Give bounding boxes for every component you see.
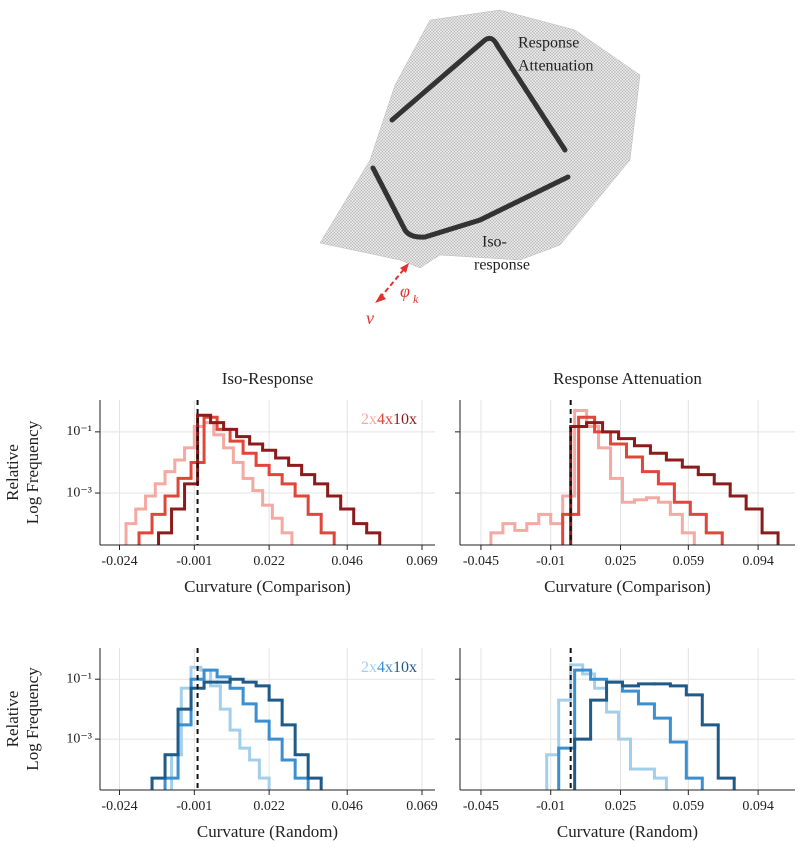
legend-entry: 10x bbox=[393, 411, 417, 428]
x-tick-label: 0.022 bbox=[253, 554, 285, 569]
legend-entry: 4x bbox=[377, 659, 393, 676]
label: Response bbox=[518, 35, 579, 52]
x-tick-label: -0.001 bbox=[176, 554, 212, 569]
x-tick-label: 0.069 bbox=[406, 799, 438, 814]
y-axis-label: Log Frequency bbox=[23, 420, 42, 524]
label: response bbox=[474, 257, 530, 274]
nu-label: ν bbox=[366, 308, 374, 328]
series-group bbox=[150, 665, 323, 790]
chart-panel: -0.045 -0.01 0.025 0.059 0.094 Response Atten… bbox=[455, 369, 795, 596]
x-tick-label: 0.046 bbox=[331, 799, 363, 814]
x-tick-label: 0.094 bbox=[742, 554, 774, 569]
x-tick-label: 0.046 bbox=[331, 554, 363, 569]
x-tick-label: 0.025 bbox=[605, 799, 637, 814]
chart-title: Response Attenuation bbox=[553, 369, 702, 388]
y-axis-label: Relative bbox=[3, 444, 22, 501]
y-tick-label: 10⁻³ bbox=[66, 731, 92, 746]
direction-arrow bbox=[379, 267, 406, 299]
x-tick-label: 0.022 bbox=[253, 799, 285, 814]
label: Attenuation bbox=[518, 58, 594, 75]
x-tick-label: -0.024 bbox=[101, 554, 137, 569]
arrow-head bbox=[400, 263, 409, 273]
x-tick-label: -0.01 bbox=[536, 799, 565, 814]
y-tick-label: 10⁻¹ bbox=[66, 424, 92, 439]
x-axis-label: Curvature (Random) bbox=[197, 822, 338, 841]
arrow-tail bbox=[375, 293, 386, 303]
x-tick-label: -0.024 bbox=[101, 799, 137, 814]
x-axis-label: Curvature (Comparison) bbox=[184, 577, 351, 596]
x-axis-label: Curvature (Random) bbox=[557, 822, 698, 841]
phi-subscript: k bbox=[413, 292, 419, 306]
y-tick-label: 10⁻³ bbox=[66, 485, 92, 500]
y-tick-label: 10⁻¹ bbox=[66, 671, 92, 686]
legend-entry: 10x bbox=[393, 659, 417, 676]
x-tick-label: 0.069 bbox=[406, 554, 438, 569]
x-tick-label: 0.059 bbox=[673, 799, 705, 814]
chart-panel: -0.045 -0.01 0.025 0.059 0.094 Curvature (Ran… bbox=[455, 648, 795, 841]
x-tick-label: 0.094 bbox=[742, 799, 774, 814]
x-tick-label: 0.025 bbox=[605, 554, 637, 569]
phi-label: φ bbox=[400, 281, 410, 301]
series-group bbox=[545, 663, 736, 790]
iso-response-curve bbox=[370, 165, 571, 240]
series-group bbox=[124, 413, 382, 545]
legend: 2x4x10x bbox=[361, 659, 417, 676]
x-tick-label: -0.001 bbox=[176, 799, 212, 814]
chart-title: Iso-Response bbox=[222, 369, 314, 388]
y-axis-label: Relative bbox=[3, 691, 22, 748]
legend-entry: 4x bbox=[377, 411, 393, 428]
surface bbox=[319, 9, 641, 269]
legend-entry: 2x bbox=[361, 411, 377, 428]
chart-panel: -0.024 -0.001 0.022 0.046 0.069 10⁻¹ 10⁻³ Iso-R… bbox=[3, 369, 438, 596]
x-tick-label: 0.059 bbox=[673, 554, 705, 569]
surface-diagram: Response Attenuation Iso- response φ k ν bbox=[319, 9, 641, 328]
x-tick-label: -0.045 bbox=[463, 554, 499, 569]
legend: 2x4x10x bbox=[361, 411, 417, 428]
y-axis-label: Log Frequency bbox=[23, 667, 42, 771]
legend-entry: 2x bbox=[361, 659, 377, 676]
x-axis-label: Curvature (Comparison) bbox=[544, 577, 711, 596]
x-tick-label: -0.045 bbox=[463, 799, 499, 814]
attenuation-curve bbox=[389, 35, 568, 153]
x-tick-label: -0.01 bbox=[536, 554, 565, 569]
chart-panel: -0.024 -0.001 0.022 0.046 0.069 10⁻¹ 10⁻³ Curva… bbox=[3, 648, 438, 841]
label: Iso- bbox=[482, 234, 507, 251]
series-group bbox=[489, 408, 780, 545]
